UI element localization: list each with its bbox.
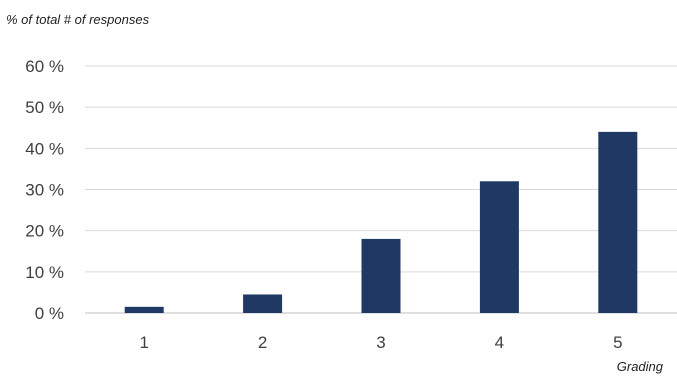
bar-4 [479,181,519,313]
x-tick-label: 3 [376,333,385,352]
y-axis-title: % of total # of responses [6,12,150,27]
y-tick-label: 0 % [35,304,64,323]
bars [124,131,638,313]
x-tick-labels: 1 2 3 4 5 [139,333,622,352]
x-tick-label: 1 [139,333,148,352]
bar-5 [598,131,638,313]
x-tick-label: 5 [613,333,622,352]
y-tick-label: 30 % [25,181,64,200]
x-axis-title: Grading [616,359,663,374]
y-tick-label: 60 % [25,57,64,76]
y-tick-label: 50 % [25,98,64,117]
y-tick-label: 40 % [25,139,64,158]
bar-2 [243,294,283,313]
y-tick-labels: 0 % 10 % 20 % 30 % 40 % 50 % 60 % [25,57,64,323]
bar-3 [361,238,401,313]
x-tick-label: 4 [495,333,504,352]
bar-1 [124,306,164,313]
y-tick-label: 10 % [25,263,64,282]
x-tick-label: 2 [258,333,267,352]
y-tick-label: 20 % [25,222,64,241]
